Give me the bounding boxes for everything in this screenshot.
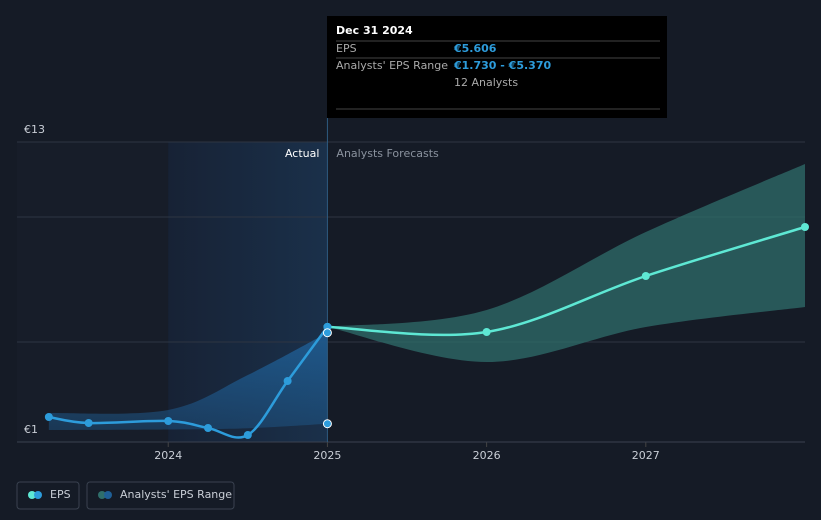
tooltip: Dec 31 2024 EPS €5.606 Analysts' EPS Ran…	[327, 16, 667, 118]
point	[84, 419, 93, 427]
x-tick-label: 2024	[154, 449, 182, 462]
forecast-line	[327, 225, 806, 337]
point	[482, 328, 491, 336]
x-tick-label: 2025	[313, 449, 341, 462]
x-tick-label: 2026	[473, 449, 501, 462]
annotation: Analysts Forecasts	[336, 147, 439, 160]
y-tick-label: €13	[24, 123, 45, 136]
range-point	[322, 328, 332, 338]
point	[641, 272, 650, 280]
legend-swatch	[104, 491, 112, 499]
legend-label: EPS	[50, 488, 71, 501]
legend-swatch	[28, 491, 36, 499]
tooltip-label: Analysts' EPS Range	[336, 59, 448, 72]
point	[243, 431, 252, 439]
tooltip-date: Dec 31 2024	[336, 24, 413, 37]
point	[283, 377, 292, 385]
legend-item[interactable]	[86, 481, 235, 510]
past-region	[17, 142, 169, 442]
tooltip-value: €1.730 - €5.370	[453, 59, 551, 72]
tooltip-value: €5.606	[453, 42, 497, 55]
legend: EPS Analysts' EPS Range	[16, 481, 235, 510]
range-area	[48, 332, 328, 430]
tooltip-label: EPS	[336, 42, 357, 55]
tooltip-box	[327, 16, 667, 118]
y-tick-label: €1	[24, 423, 38, 436]
plot: €13 €1 2024 2025 2026 2027 Actual Analysts Fore…	[17, 118, 809, 462]
range-area	[327, 164, 805, 363]
point	[164, 417, 173, 425]
point	[44, 413, 53, 421]
point	[204, 424, 213, 432]
range-point	[322, 419, 332, 429]
tooltip-note: 12 Analysts	[454, 76, 518, 89]
legend-item[interactable]	[16, 481, 80, 510]
annotation: Actual	[285, 147, 319, 160]
legend-swatch	[34, 491, 42, 499]
legend-label: Analysts' EPS Range	[120, 488, 232, 501]
point	[801, 223, 809, 231]
legend-swatch	[98, 491, 106, 499]
x-tick-label: 2027	[632, 449, 660, 462]
